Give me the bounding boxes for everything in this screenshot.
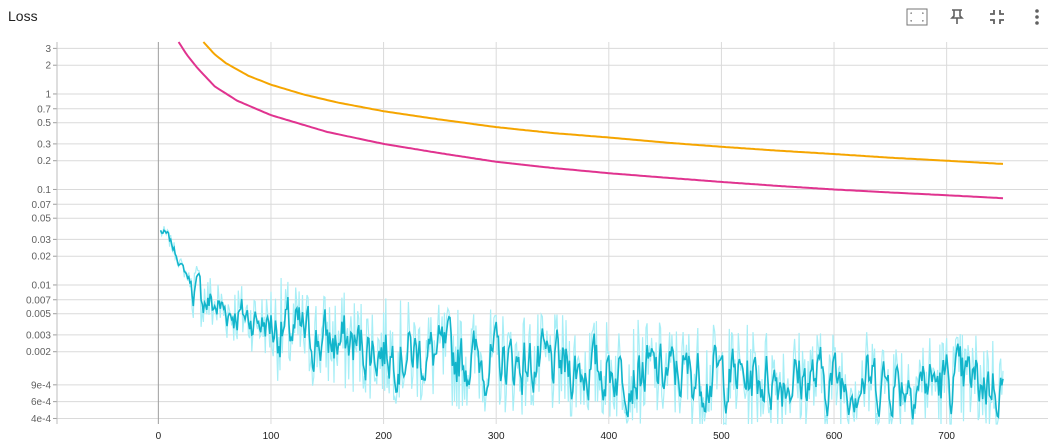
series-3-smoothed-line [159,228,1004,420]
x-tick-label: 100 [263,431,280,442]
y-tick-label: 6e-4 [31,397,51,408]
more-vert-icon [1035,9,1039,25]
y-tick-label: 0.1 [37,185,51,196]
y-tick-label: 9e-4 [31,380,51,391]
series-layer [159,41,1004,426]
x-axis-labels: 0 100 200 300 400 500 600 700 [156,431,956,442]
y-tick-label: 3 [45,44,51,55]
y-tick-label: 0.01 [32,280,52,291]
x-tick-label: 0 [156,431,162,442]
series-3-raw-line [160,226,1004,426]
fullscreen-exit-icon [990,10,1004,24]
y-tick-label: 0.3 [37,139,51,150]
chart-toolbar [904,4,1050,30]
y-tick-label: 1 [45,89,51,100]
y-tick-label: 0.002 [26,347,51,358]
y-tick-label: 0.7 [37,104,51,115]
series-2-line [177,41,1004,200]
y-tick-label: 0.2 [37,156,51,167]
chart-grid [53,42,1048,424]
x-tick-label: 600 [826,431,843,442]
y-tick-label: 0.03 [32,235,52,246]
x-tick-label: 700 [938,431,955,442]
x-tick-label: 500 [713,431,730,442]
y-tick-label: 0.05 [32,214,52,225]
y-tick-label: 4e-4 [31,414,51,425]
y-tick-label: 2 [45,61,51,72]
pin-button[interactable] [944,4,970,30]
y-tick-label: 0.005 [26,309,51,320]
y-tick-label: 0.003 [26,330,51,341]
fit-domain-button[interactable] [904,4,930,30]
more-options-button[interactable] [1024,4,1050,30]
pin-icon [950,9,964,24]
fit-domain-icon [906,8,928,26]
series-1-line [202,41,1004,165]
x-tick-label: 300 [488,431,505,442]
y-axis-labels: 3 2 1 0.7 0.5 0.3 0.2 0.1 0.07 0.05 0.03 0.02 0.01 0.… [26,44,51,425]
y-tick-label: 0.07 [32,200,52,211]
fullscreen-exit-button[interactable] [984,4,1010,30]
y-tick-label: 0.02 [32,252,52,263]
x-tick-label: 400 [600,431,617,442]
y-tick-label: 0.007 [26,295,51,306]
x-tick-label: 200 [375,431,392,442]
y-tick-label: 0.5 [37,118,51,129]
chart-title: Loss [8,8,38,24]
